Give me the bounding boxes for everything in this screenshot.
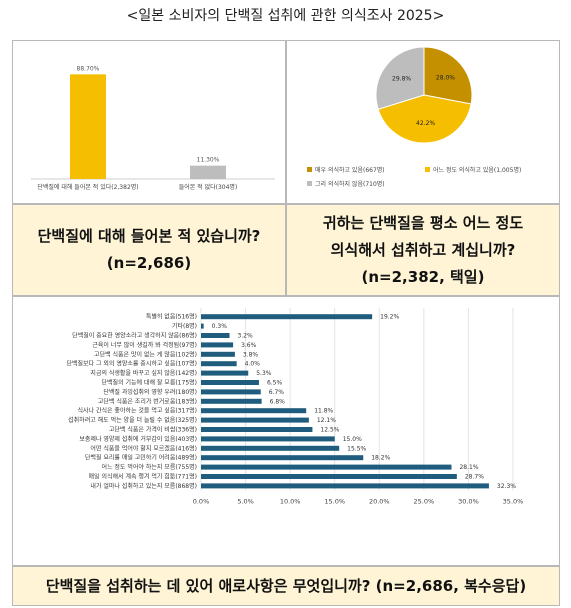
category-label-6: 지금의 식생활을 바꾸고 싶지 않음(142명) bbox=[90, 369, 197, 377]
x-tick-label-4: 20.0% bbox=[369, 498, 390, 506]
bar-1 bbox=[201, 323, 204, 329]
x-tick-label-6: 30.0% bbox=[458, 498, 479, 506]
consciousness-question-line2: 의식해서 섭취하고 계십니까? bbox=[330, 240, 516, 259]
bar-7 bbox=[201, 380, 259, 385]
consciousness-question-line1: 귀하는 단백질을 평소 어느 정도 bbox=[322, 213, 524, 232]
bar-16 bbox=[201, 464, 452, 470]
category-label-13: 보충제나 영양제 섭취에 거부감이 있음(403명) bbox=[79, 435, 197, 443]
category-label-7: 단백질의 기능에 대해 잘 모름(175명) bbox=[101, 379, 197, 387]
legend-label-2: 그리 의식하지 않음(710명) bbox=[315, 180, 385, 188]
category-label-1: 들어본 적 없다(304명) bbox=[179, 183, 238, 191]
awareness-bar-chart: 88.70% 단백질에 대해 들어본 적 있다(2,382명) 11.30% 들어본 … bbox=[31, 65, 275, 191]
awareness-question: 단백질에 대해 들어본 적 있습니까? bbox=[37, 227, 261, 245]
awareness-sample-size: (n=2,686) bbox=[106, 254, 192, 272]
pie-slice-0 bbox=[423, 46, 473, 105]
x-tick-label-2: 10.0% bbox=[280, 498, 301, 506]
difficulties-question-caption: 단백질을 섭취하는 데 있어 애로사항은 무엇입니까? (n=2,686, 복수… bbox=[12, 566, 560, 606]
bar-14 bbox=[201, 445, 340, 451]
consciousness-pie-chart: 28.0% 42.2% 29.8% 매우 의식하고 있음(667명) 어느 정도 의식하… bbox=[307, 46, 521, 188]
bar-6 bbox=[201, 370, 249, 376]
bar-10 bbox=[201, 408, 307, 414]
bar-4 bbox=[201, 351, 235, 357]
bar-value-label-1: 0.3% bbox=[212, 323, 228, 330]
awareness-question-caption: 단백질에 대해 들어본 적 있습니까? (n=2,686) bbox=[12, 204, 286, 296]
difficulties-chart-panel: 0.0% 5.0% 10.0% 15.0% 20.0% 25.0% 30.0% 35.0% 특별… bbox=[12, 296, 560, 566]
bar-0 bbox=[201, 314, 373, 320]
bar-value-label-0: 19.2% bbox=[380, 314, 399, 321]
bar-5 bbox=[201, 361, 237, 367]
bar-3 bbox=[201, 342, 234, 348]
legend-swatch-2 bbox=[307, 181, 312, 186]
legend-label-1: 어느 정도 의식하고 있음(1,005명) bbox=[433, 166, 521, 174]
category-label-10: 식사나 간식은 좋아하는 것을 먹고 싶음(317명) bbox=[77, 407, 197, 415]
bar-1 bbox=[190, 165, 226, 179]
x-tick-label-5: 25.0% bbox=[414, 498, 435, 506]
legend-swatch-0 bbox=[307, 167, 312, 172]
pie-value-label-1: 42.2% bbox=[416, 120, 435, 127]
category-label-3: 근육이 너무 많이 생길까 봐 걱정됨(97명) bbox=[92, 341, 197, 349]
x-tick-label-7: 35.0% bbox=[503, 498, 524, 506]
bar-value-label-5: 4.0% bbox=[245, 361, 261, 368]
awareness-chart-panel: 88.70% 단백질에 대해 들어본 적 있다(2,382명) 11.30% 들어본 … bbox=[12, 40, 286, 204]
category-label-0: 단백질에 대해 들어본 적 있다(2,382명) bbox=[37, 183, 138, 191]
bar-value-label-2: 3.2% bbox=[238, 333, 254, 340]
consciousness-sample-size: (n=2,382, 택일) bbox=[361, 267, 485, 286]
bar-11 bbox=[201, 417, 309, 423]
category-label-8: 단백질 과잉섭취의 영향 우려(180명) bbox=[103, 388, 197, 396]
bar-value-label-14: 15.5% bbox=[347, 445, 366, 452]
bar-0 bbox=[70, 74, 106, 179]
category-label-1: 기타(8명) bbox=[172, 322, 197, 330]
bar-value-label-7: 6.5% bbox=[267, 380, 283, 387]
category-label-0: 특별히 없음(516명) bbox=[146, 313, 197, 321]
category-label-9: 고단백 식품은 조리가 번거로움(183명) bbox=[98, 397, 197, 405]
category-label-14: 어떤 식품을 먹어야 할지 모르겠음(416명) bbox=[90, 444, 197, 452]
bar-9 bbox=[201, 398, 262, 404]
bar-value-label-9: 6.8% bbox=[270, 398, 286, 405]
pie-slice-1 bbox=[377, 94, 472, 144]
pie-value-label-2: 29.8% bbox=[392, 75, 411, 82]
pie-slice-2 bbox=[375, 46, 425, 110]
legend-swatch-1 bbox=[425, 167, 430, 172]
category-label-18: 내가 얼마나 섭취하고 있는지 모름(868명) bbox=[90, 482, 197, 490]
bar-2 bbox=[201, 333, 230, 338]
category-label-17: 매일 의식해서 계속 챙겨 먹기 힘듦(771명) bbox=[89, 473, 197, 481]
consciousness-chart-panel: 28.0% 42.2% 29.8% 매우 의식하고 있음(667명) 어느 정도 의식하… bbox=[286, 40, 560, 204]
bar-value-label-15: 18.2% bbox=[371, 455, 390, 462]
bar-value-label-13: 15.0% bbox=[343, 436, 362, 443]
bar-value-label-10: 11.8% bbox=[314, 408, 333, 415]
difficulties-bar-chart: 0.0% 5.0% 10.0% 15.0% 20.0% 25.0% 30.0% 35.0% 특별… bbox=[66, 308, 524, 506]
legend-label-0: 매우 의식하고 있음(667명) bbox=[315, 166, 385, 174]
bar-value-label-17: 28.7% bbox=[465, 474, 484, 481]
category-label-4: 고단백 식품은 맛이 없는 게 많음(102명) bbox=[94, 350, 197, 358]
bar-value-label-16: 28.1% bbox=[459, 464, 478, 471]
category-label-5: 단백질보다 그 외의 영양소를 중시하고 싶음(107명) bbox=[66, 360, 197, 368]
bar-15 bbox=[201, 455, 364, 461]
category-label-2: 단백질이 중요한 영양소라고 생각하지 않음(86명) bbox=[72, 332, 197, 340]
page-title: <일본 소비자의 단백질 섭취에 관한 의식조사 2025> bbox=[126, 8, 445, 24]
bar-value-label-3: 3.6% bbox=[241, 342, 257, 349]
bar-13 bbox=[201, 436, 335, 442]
bar-18 bbox=[201, 483, 489, 489]
bar-value-label-4: 3.8% bbox=[243, 351, 259, 358]
pie-value-label-0: 28.0% bbox=[436, 74, 455, 81]
difficulties-question: 단백질을 섭취하는 데 있어 애로사항은 무엇입니까? (n=2,686, 복수… bbox=[45, 576, 527, 595]
bar-value-label-11: 12.1% bbox=[317, 417, 336, 424]
bar-value-label-0: 88.70% bbox=[77, 65, 100, 72]
consciousness-question-caption: 귀하는 단백질을 평소 어느 정도 의식해서 섭취하고 계십니까? (n=2,3… bbox=[286, 204, 560, 296]
bar-value-label-12: 12.5% bbox=[320, 427, 339, 434]
category-label-12: 고단백 식품은 가격이 비쌈(336명) bbox=[109, 426, 197, 434]
category-label-16: 어느 정도 먹어야 하는지 모름(755명) bbox=[101, 463, 197, 471]
x-tick-label-3: 15.0% bbox=[324, 498, 345, 506]
x-tick-label-0: 0.0% bbox=[193, 498, 210, 506]
bar-value-label-18: 32.3% bbox=[497, 483, 516, 490]
category-label-15: 단백질 요리를 매일 고민하기 어려움(489명) bbox=[85, 454, 197, 462]
bar-value-label-1: 11.30% bbox=[197, 157, 220, 164]
x-tick-label-1: 5.0% bbox=[237, 498, 254, 506]
bar-12 bbox=[201, 427, 313, 432]
bar-value-label-8: 6.7% bbox=[269, 389, 285, 396]
bar-17 bbox=[201, 474, 457, 479]
category-label-11: 섭취하려고 해도 먹는 양을 더 늘릴 수 없음(325명) bbox=[68, 416, 197, 424]
bar-value-label-6: 5.3% bbox=[256, 370, 272, 377]
bar-8 bbox=[201, 389, 261, 395]
